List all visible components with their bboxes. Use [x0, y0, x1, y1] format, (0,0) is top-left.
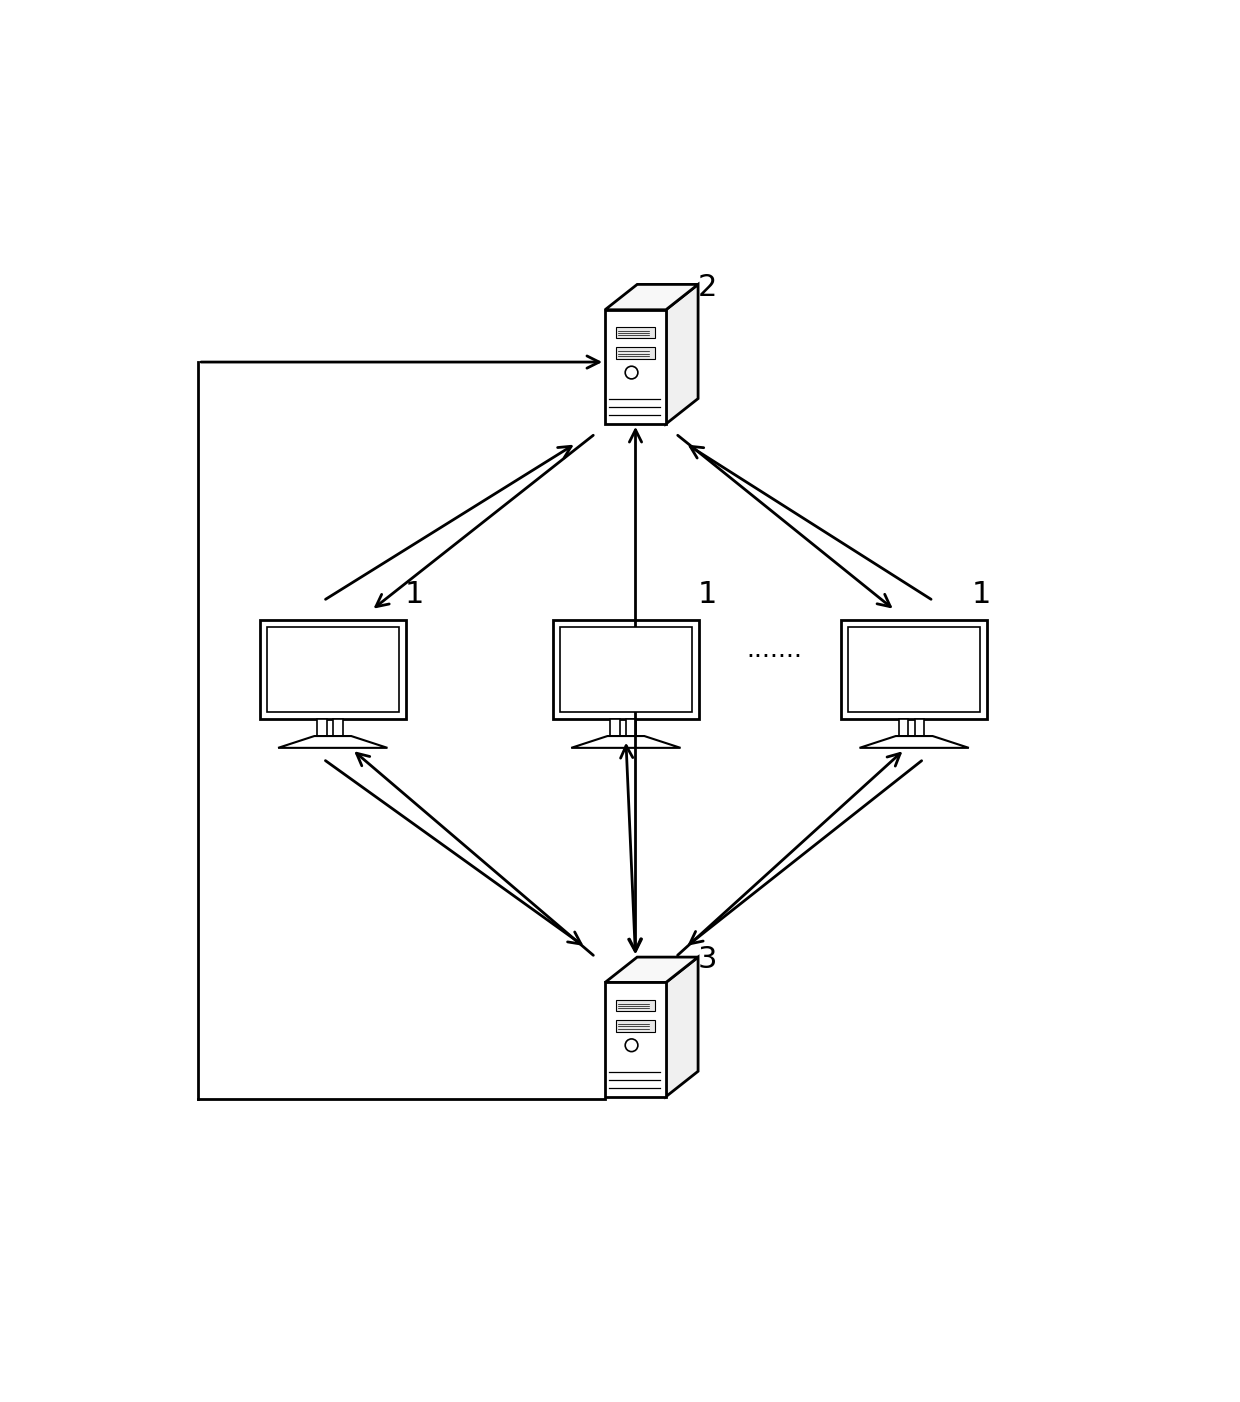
Text: 1: 1: [972, 580, 991, 608]
Polygon shape: [334, 719, 342, 736]
Polygon shape: [260, 620, 405, 719]
Polygon shape: [267, 627, 398, 712]
Polygon shape: [899, 719, 908, 736]
Polygon shape: [610, 719, 620, 736]
Polygon shape: [605, 958, 698, 983]
Bar: [616, 1000, 655, 1011]
Polygon shape: [572, 736, 681, 747]
Bar: [616, 1021, 655, 1032]
Polygon shape: [666, 285, 698, 423]
Polygon shape: [278, 736, 387, 747]
Text: .......: .......: [746, 638, 802, 662]
Polygon shape: [605, 310, 666, 423]
Text: 2: 2: [698, 272, 717, 301]
Polygon shape: [841, 620, 987, 719]
Text: 1: 1: [404, 580, 424, 608]
Bar: [616, 327, 655, 338]
Text: 3: 3: [698, 945, 718, 974]
Polygon shape: [317, 719, 326, 736]
Polygon shape: [605, 285, 698, 310]
Bar: [616, 348, 655, 359]
Text: 1: 1: [698, 580, 717, 608]
Polygon shape: [859, 736, 968, 747]
Polygon shape: [605, 983, 666, 1096]
Polygon shape: [553, 620, 699, 719]
Polygon shape: [626, 719, 636, 736]
Polygon shape: [848, 627, 980, 712]
Polygon shape: [666, 958, 698, 1096]
Polygon shape: [560, 627, 692, 712]
Polygon shape: [915, 719, 924, 736]
